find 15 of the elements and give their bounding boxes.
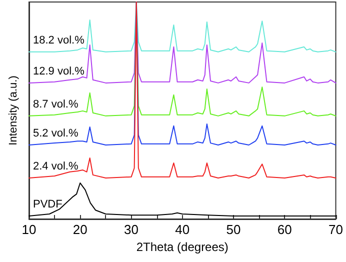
series-label: 12.9 vol.% [33,65,85,78]
series-label: 5.2 vol.% [33,128,78,140]
series-label: 18.2 vol.% [33,34,85,46]
x-tick-label: 30 [124,222,138,237]
series-label: 8.7 vol.% [33,98,78,110]
x-tick-label: 10 [22,222,36,237]
x-tick-label: 60 [277,222,292,237]
x-tick-label: 50 [226,222,241,237]
series-label: 2.4 vol.% [33,160,78,172]
series-label: PVDF [33,198,63,210]
x-tick-label: 70 [328,222,344,237]
x-tick-label: 40 [175,222,190,237]
x-axis-title: 2Theta (degrees) [136,240,228,254]
x-tick-label: 20 [72,222,88,237]
y-axis-title: Intensity (a.u.) [8,76,20,146]
